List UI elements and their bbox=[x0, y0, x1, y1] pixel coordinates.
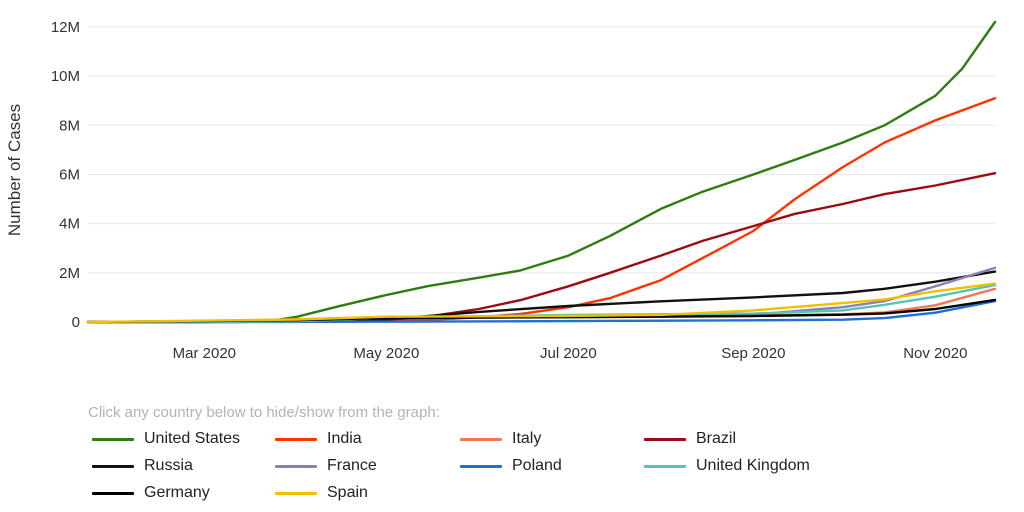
legend-label: Brazil bbox=[696, 430, 737, 447]
legend-item-brazil[interactable]: Brazil bbox=[644, 428, 736, 450]
series-line-united-states bbox=[86, 20, 997, 324]
series-line-russia bbox=[86, 270, 997, 324]
legend: United States India Italy Brazil Russia Franc… bbox=[92, 428, 992, 508]
legend-swatch bbox=[92, 464, 134, 468]
y-tick-label: 0 bbox=[72, 314, 80, 331]
series-line-poland bbox=[86, 299, 997, 324]
x-tick-label: Sep 2020 bbox=[721, 345, 785, 362]
legend-label: United Kingdom bbox=[696, 457, 810, 474]
legend-swatch bbox=[275, 437, 317, 441]
legend-item-poland[interactable]: Poland bbox=[460, 455, 562, 477]
y-tick-label: 8M bbox=[59, 117, 80, 134]
x-tick-label: Mar 2020 bbox=[173, 345, 236, 362]
legend-swatch bbox=[275, 491, 317, 495]
legend-item-france[interactable]: France bbox=[275, 455, 377, 477]
cases-line-chart: Number of Cases 0 2M 4M 6M 8M 10M 12M Mar 2020 M… bbox=[5, 19, 997, 362]
legend-item-india[interactable]: India bbox=[275, 428, 362, 450]
legend-item-germany[interactable]: Germany bbox=[92, 482, 210, 504]
legend-label: Italy bbox=[512, 430, 542, 447]
series-line-india bbox=[86, 97, 997, 324]
y-tick-label: 12M bbox=[51, 19, 80, 36]
legend-label: Germany bbox=[144, 484, 210, 501]
series-lines bbox=[86, 20, 997, 324]
legend-swatch bbox=[92, 437, 134, 441]
legend-swatch bbox=[92, 491, 134, 495]
legend-label: Russia bbox=[144, 457, 193, 474]
legend-swatch bbox=[460, 437, 502, 441]
y-tick-label: 10M bbox=[51, 68, 80, 85]
series-line-brazil bbox=[86, 172, 997, 324]
legend-label: Spain bbox=[327, 484, 368, 501]
legend-swatch bbox=[275, 464, 317, 468]
x-tick-label: Nov 2020 bbox=[903, 345, 967, 362]
legend-swatch bbox=[460, 464, 502, 468]
y-axis-label: Number of Cases bbox=[5, 104, 24, 236]
legend-label: Poland bbox=[512, 457, 562, 474]
legend-item-italy[interactable]: Italy bbox=[460, 428, 541, 450]
legend-label: India bbox=[327, 430, 362, 447]
legend-hint: Click any country below to hide/show fro… bbox=[88, 404, 440, 421]
y-tick-label: 2M bbox=[59, 265, 80, 282]
legend-item-united-states[interactable]: United States bbox=[92, 428, 240, 450]
gridlines bbox=[88, 26, 995, 274]
y-tick-label: 6M bbox=[59, 166, 80, 183]
legend-label: United States bbox=[144, 430, 241, 447]
x-tick-label: May 2020 bbox=[353, 345, 419, 362]
axes: Number of Cases 0 2M 4M 6M 8M 10M 12M Mar 2020 M… bbox=[5, 19, 967, 362]
legend-item-united-kingdom[interactable]: United Kingdom bbox=[644, 455, 810, 477]
legend-item-spain[interactable]: Spain bbox=[275, 482, 368, 504]
legend-item-russia[interactable]: Russia bbox=[92, 455, 193, 477]
legend-swatch bbox=[644, 464, 686, 468]
legend-label: France bbox=[327, 457, 377, 474]
y-tick-label: 4M bbox=[59, 216, 80, 233]
x-tick-label: Jul 2020 bbox=[540, 345, 597, 362]
legend-swatch bbox=[644, 437, 686, 441]
series-line-spain bbox=[86, 282, 997, 324]
